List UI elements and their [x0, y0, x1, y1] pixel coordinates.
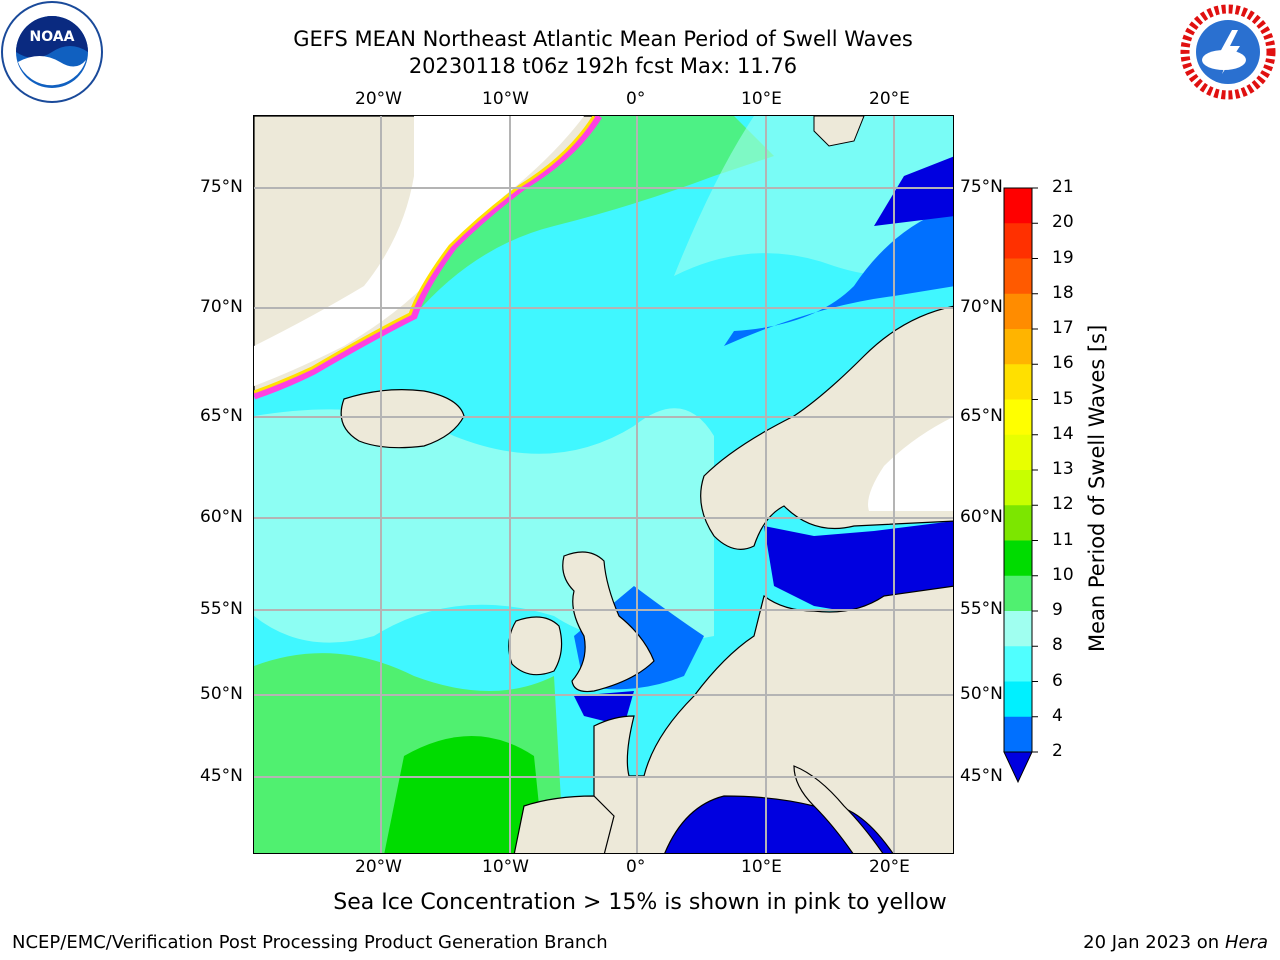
chart-title: GEFS MEAN Northeast Atlantic Mean Period…: [293, 27, 913, 51]
nws-logo: [1178, 2, 1278, 102]
lat-label-left: 50°N: [200, 684, 243, 704]
lon-label-top: 10°W: [482, 89, 529, 109]
colorbar-segment: [1004, 505, 1032, 541]
land-iceland: [340, 389, 465, 449]
colorbar-label: Mean Period of Swell Waves [s]: [1085, 324, 1109, 652]
colorbar-segment: [1004, 470, 1032, 506]
lon-label-bottom: 10°W: [482, 857, 529, 877]
colorbar: [1003, 187, 1038, 784]
colorbar-segment: [1004, 681, 1032, 718]
swell-band-blue-baltic: [764, 521, 953, 616]
lat-label-right: 55°N: [960, 599, 1003, 619]
colorbar-tick-label: 10: [1052, 564, 1074, 585]
colorbar-segment: [1004, 575, 1032, 612]
sea-ice-edge-yellow: [254, 116, 596, 394]
lon-label-top: 20°W: [355, 89, 402, 109]
land-italy: [793, 765, 884, 853]
sea-ice-note: Sea Ice Concentration > 15% is shown in …: [333, 890, 947, 915]
colorbar-tick-label: 11: [1052, 529, 1074, 550]
colorbar-segment: [1004, 223, 1032, 259]
lon-label-top: 10°E: [741, 89, 782, 109]
graticule: [254, 116, 953, 853]
map-svg: [254, 116, 953, 853]
land-iberia: [513, 795, 615, 853]
chart-subtitle: 20230118 t06z 192h fcst Max: 11.76: [408, 54, 798, 78]
colorbar-segment: [1004, 716, 1032, 753]
noaa-logo: NOAA: [1, 1, 103, 103]
colorbar-tick-label: 13: [1052, 459, 1074, 479]
footer-timestamp: 20 Jan 2023 on Hera: [1083, 932, 1268, 953]
colorbar-tick-label: 12: [1052, 494, 1074, 515]
greenland-ice: [254, 116, 584, 386]
lat-label-right: 70°N: [960, 297, 1003, 317]
sea-ice-edge: [254, 116, 602, 400]
colorbar-segment: [1004, 188, 1032, 224]
lat-label-right: 75°N: [960, 177, 1003, 197]
lat-label-right: 50°N: [960, 684, 1003, 704]
colorbar-segment: [1004, 293, 1032, 330]
colorbar-tick-label: 2: [1052, 741, 1063, 761]
lat-label-left: 55°N: [200, 599, 243, 619]
lon-label-bottom: 20°W: [355, 857, 402, 877]
swell-band-blue-norway: [724, 206, 953, 346]
svg-text:NOAA: NOAA: [30, 29, 75, 45]
colorbar-tick-label: 14: [1052, 423, 1074, 444]
colorbar-tick-label: 15: [1052, 388, 1074, 409]
colorbar-tick-label: 20: [1052, 212, 1074, 233]
colorbar-segment: [1004, 540, 1032, 577]
footer-date: 20 Jan 2023 on: [1083, 932, 1225, 953]
colorbar-tick-label: 19: [1052, 247, 1074, 268]
colorbar-tick-label: 6: [1052, 670, 1063, 691]
lon-label-top: 20°E: [869, 89, 910, 109]
lat-label-left: 45°N: [200, 766, 243, 786]
colorbar-tick-label: 21: [1052, 177, 1074, 197]
lat-label-left: 75°N: [200, 177, 243, 197]
footer-host: Hera: [1224, 932, 1268, 953]
colorbar-segment: [1004, 258, 1032, 295]
gulf-of-bothnia-ice: [868, 417, 953, 511]
colorbar-segment: [1004, 399, 1032, 436]
lat-label-left: 60°N: [200, 507, 243, 527]
swell-band-green-north: [414, 116, 774, 316]
lon-label-top: 0°: [626, 89, 646, 109]
land-svalbard: [813, 116, 865, 147]
lat-label-right: 45°N: [960, 766, 1003, 786]
colorbar-tick-label: 4: [1052, 705, 1063, 726]
land-ireland: [508, 616, 563, 676]
colorbar-segment: [1004, 329, 1032, 365]
colorbar-segment: [1004, 646, 1032, 682]
lat-label-right: 65°N: [960, 406, 1003, 426]
lat-label-right: 60°N: [960, 507, 1003, 527]
colorbar-segment: [1004, 611, 1032, 647]
colorbar-tick-label: 8: [1052, 635, 1063, 656]
swell-band-light-northeast: [674, 116, 953, 276]
swell-band-green-core: [384, 736, 544, 853]
colorbar-tick-label: 17: [1052, 318, 1074, 338]
lon-label-bottom: 20°E: [869, 857, 910, 877]
lat-label-left: 65°N: [200, 406, 243, 426]
lon-label-bottom: 10°E: [741, 857, 782, 877]
lon-label-bottom: 0°: [626, 857, 646, 877]
colorbar-segment: [1004, 434, 1032, 471]
colorbar-tick-label: 18: [1052, 282, 1074, 303]
colorbar-segment: [1004, 364, 1032, 400]
lat-label-left: 70°N: [200, 297, 243, 317]
colorbar-extension: [1003, 751, 1033, 784]
footer-credit: NCEP/EMC/Verification Post Processing Pr…: [12, 932, 608, 953]
map-panel: [253, 115, 954, 854]
land-great-britain: [562, 551, 655, 693]
colorbar-tick-label: 9: [1052, 600, 1063, 620]
colorbar-tick-label: 16: [1052, 353, 1074, 374]
